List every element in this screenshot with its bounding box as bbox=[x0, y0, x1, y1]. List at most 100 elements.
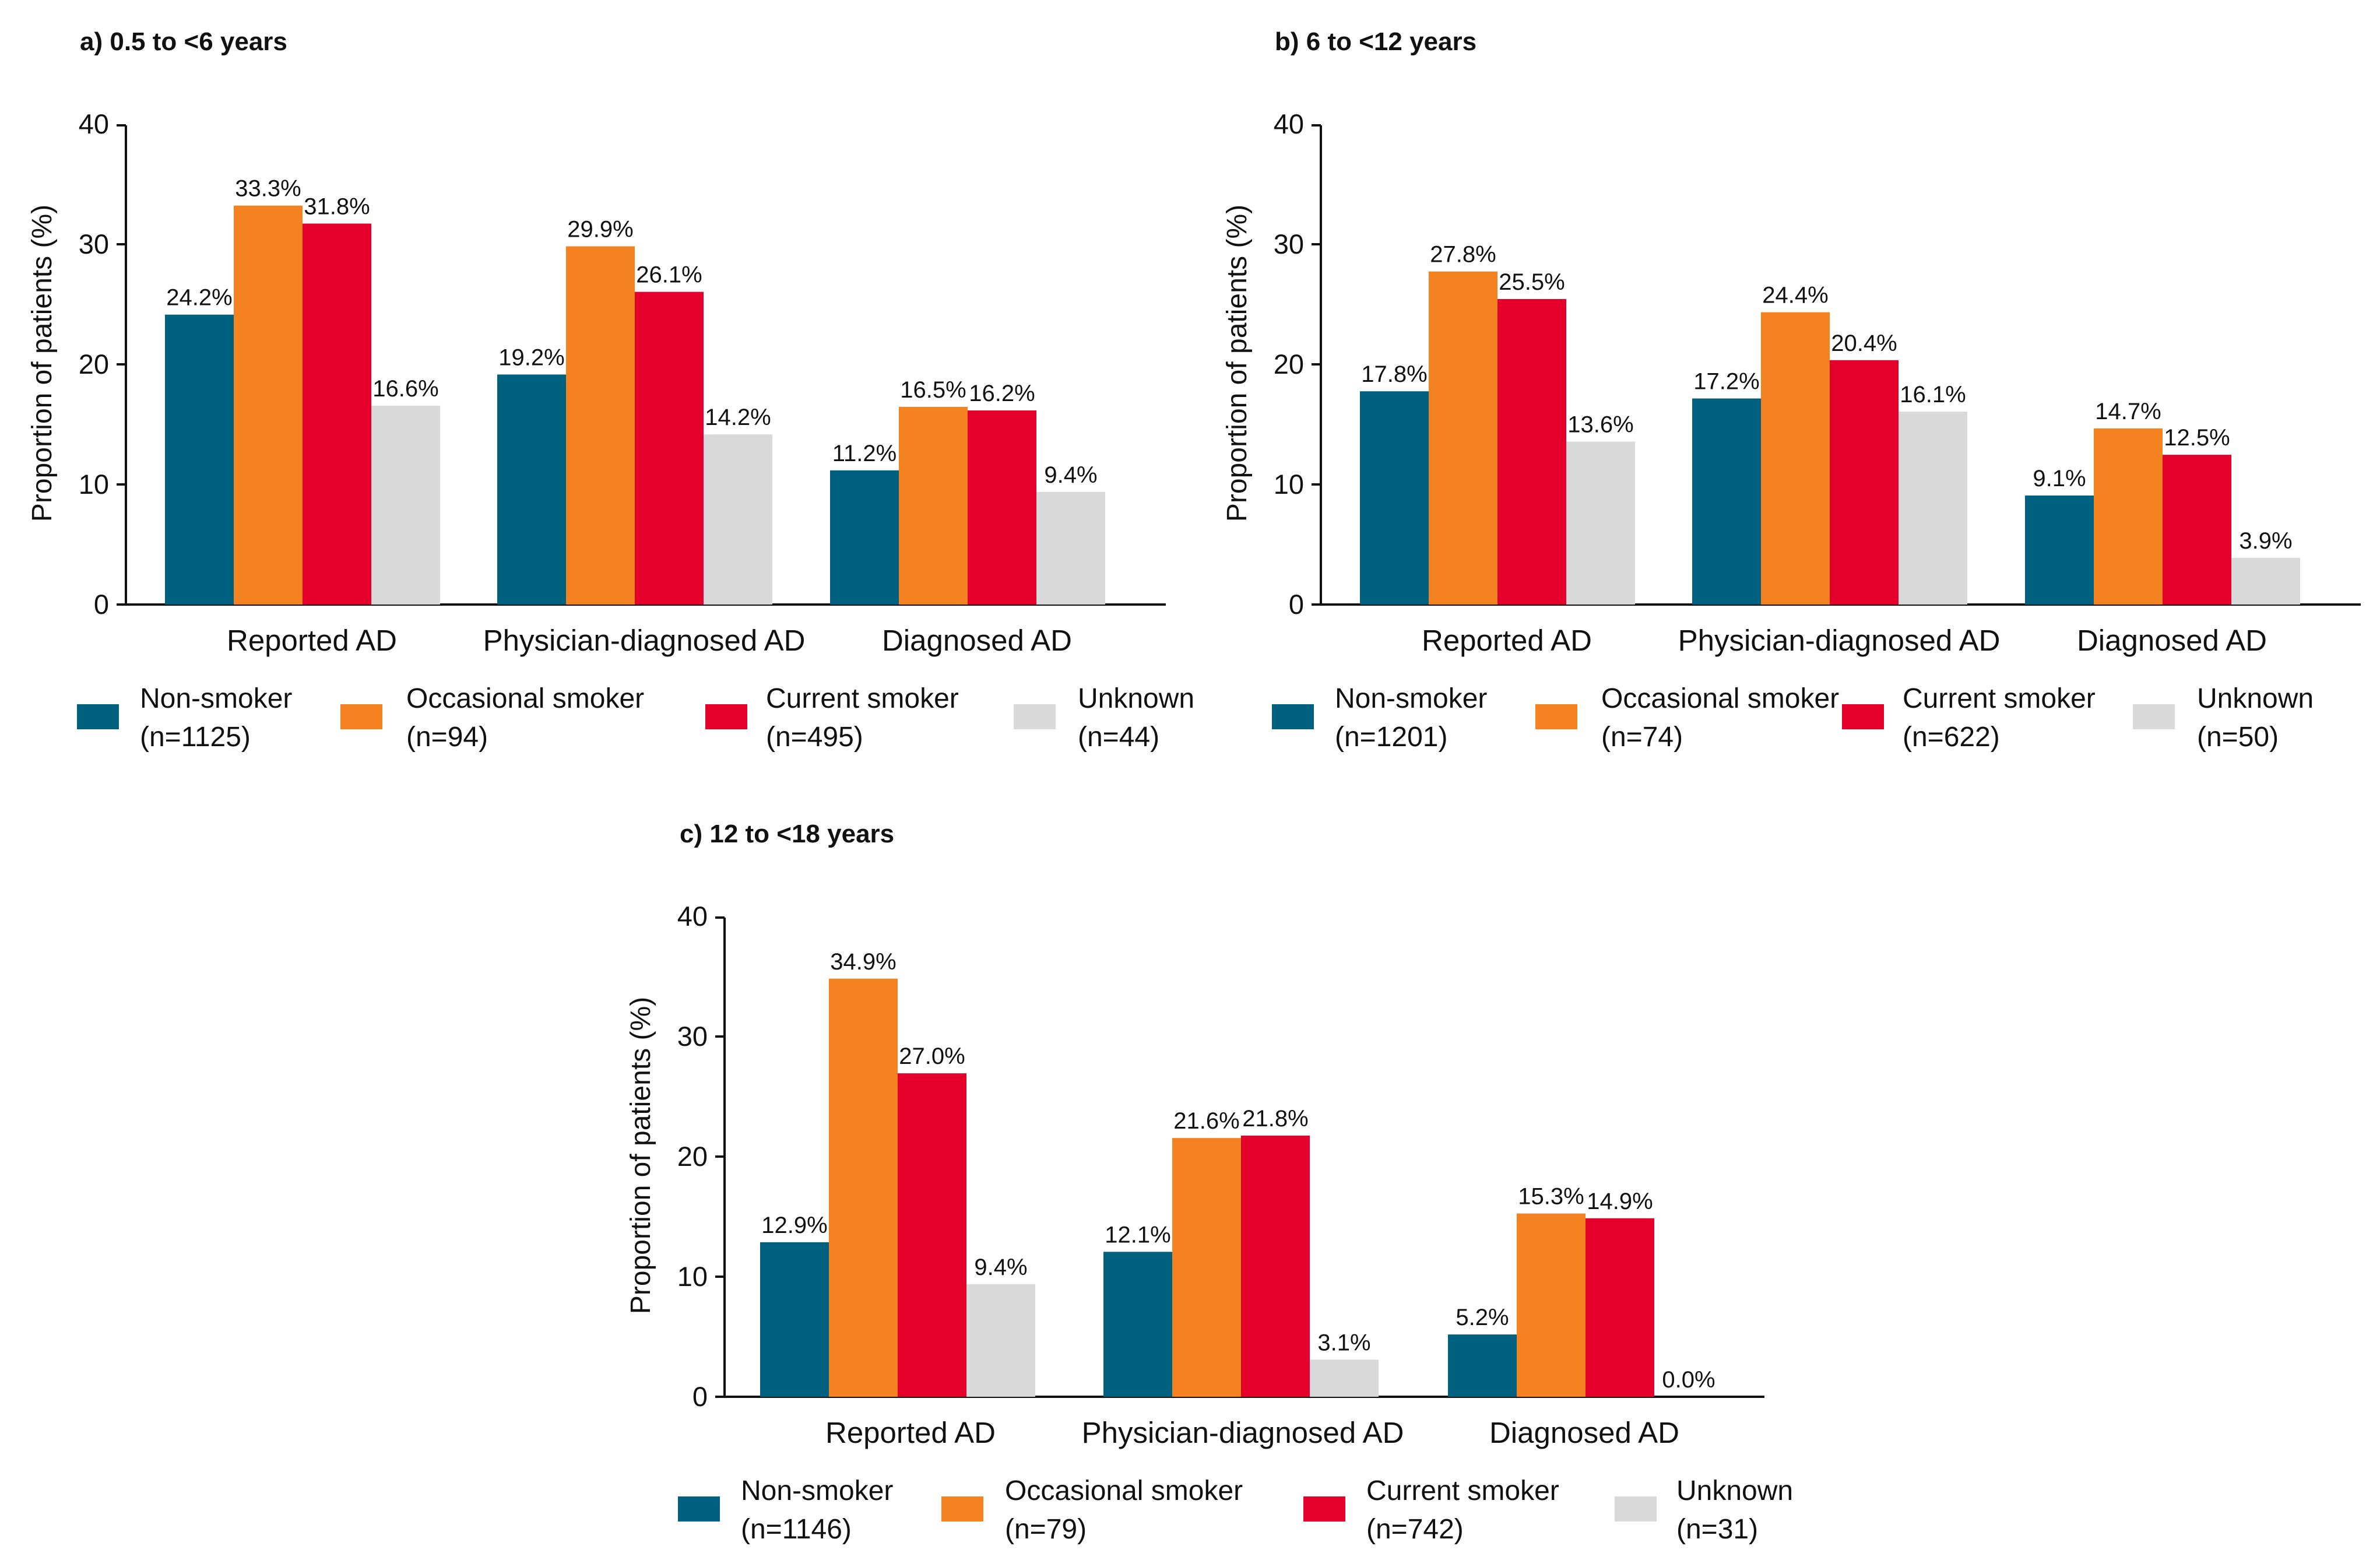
value-label-current-smoker-physician-diagnosed-ad: 26.1% bbox=[636, 262, 702, 288]
value-label-unknown-diagnosed-ad: 0.0% bbox=[1662, 1367, 1715, 1393]
bar-non-smoker-reported-ad bbox=[1360, 391, 1429, 605]
legend-label-unknown: Unknown bbox=[2197, 683, 2314, 714]
panel-b-category-label: Diagnosed AD bbox=[2077, 624, 2267, 657]
value-label-unknown-physician-diagnosed-ad: 16.1% bbox=[1900, 382, 1966, 407]
panel-a-chart: a) 0.5 to <6 years Proportion of patient… bbox=[27, 27, 1194, 753]
bar-occasional-smoker-reported-ad bbox=[1429, 271, 1497, 605]
legend-n-unknown: (n=44) bbox=[1078, 722, 1159, 753]
panel-b-category-label: Reported AD bbox=[1422, 624, 1592, 657]
bar-current-smoker-reported-ad bbox=[898, 1073, 966, 1397]
bar-unknown-reported-ad bbox=[371, 405, 440, 605]
value-label-occasional-smoker-diagnosed-ad: 15.3% bbox=[1518, 1184, 1584, 1210]
panel-c-category-label: Reported AD bbox=[825, 1416, 996, 1449]
value-label-unknown-physician-diagnosed-ad: 3.1% bbox=[1317, 1330, 1370, 1355]
panel-b-y-axis-label: Proportion of patients (%) bbox=[1222, 205, 1253, 522]
bar-unknown-diagnosed-ad bbox=[1036, 491, 1105, 605]
panel-b-title: b) 6 to <12 years bbox=[1275, 27, 1476, 56]
panel-a-title: a) 0.5 to <6 years bbox=[80, 27, 287, 56]
legend-n-non-smoker: (n=1146) bbox=[741, 1514, 852, 1545]
legend-label-current-smoker: Current smoker bbox=[1366, 1475, 1559, 1506]
legend-swatch-current-smoker bbox=[705, 704, 747, 729]
value-label-occasional-smoker-diagnosed-ad: 16.5% bbox=[900, 377, 966, 403]
panel-c-y-tick: 40 bbox=[677, 901, 708, 932]
bar-non-smoker-diagnosed-ad bbox=[1448, 1334, 1517, 1397]
value-label-non-smoker-reported-ad: 17.8% bbox=[1361, 361, 1427, 387]
bar-occasional-smoker-physician-diagnosed-ad bbox=[1761, 312, 1830, 605]
legend-label-unknown: Unknown bbox=[1676, 1475, 1793, 1506]
panel-a-category-label: Reported AD bbox=[227, 624, 397, 657]
legend-n-current-smoker: (n=622) bbox=[1903, 722, 2000, 753]
legend-label-non-smoker: Non-smoker bbox=[140, 683, 292, 714]
bar-unknown-physician-diagnosed-ad bbox=[1899, 412, 1967, 605]
value-label-current-smoker-reported-ad: 27.0% bbox=[899, 1043, 965, 1069]
value-label-unknown-physician-diagnosed-ad: 14.2% bbox=[705, 405, 771, 430]
legend-swatch-non-smoker bbox=[77, 704, 119, 729]
panel-a-legend: Non-smoker (n=1125) Occasional smoker (n… bbox=[77, 683, 1194, 753]
panel-c-category-label: Physician-diagnosed AD bbox=[1082, 1416, 1404, 1449]
value-label-current-smoker-diagnosed-ad: 14.9% bbox=[1587, 1189, 1653, 1214]
panel-b-legend: Non-smoker (n=1201) Occasional smoker (n… bbox=[1272, 683, 2314, 753]
value-label-occasional-smoker-reported-ad: 33.3% bbox=[235, 176, 301, 202]
legend-swatch-occasional-smoker bbox=[1535, 704, 1577, 729]
value-label-current-smoker-diagnosed-ad: 12.5% bbox=[2164, 425, 2230, 451]
legend-swatch-current-smoker bbox=[1303, 1496, 1345, 1522]
panel-c-legend: Non-smoker (n=1146) Occasional smoker (n… bbox=[678, 1475, 1793, 1545]
panel-c-y-tick: 20 bbox=[677, 1141, 708, 1172]
value-label-current-smoker-reported-ad: 25.5% bbox=[1499, 269, 1565, 295]
value-label-occasional-smoker-physician-diagnosed-ad: 24.4% bbox=[1762, 283, 1828, 308]
bar-occasional-smoker-physician-diagnosed-ad bbox=[1172, 1138, 1241, 1397]
legend-label-non-smoker: Non-smoker bbox=[1335, 683, 1487, 714]
bar-non-smoker-physician-diagnosed-ad bbox=[1103, 1252, 1172, 1397]
value-label-current-smoker-diagnosed-ad: 16.2% bbox=[969, 381, 1035, 406]
value-label-unknown-reported-ad: 9.4% bbox=[974, 1255, 1027, 1280]
panel-b-y-tick: 30 bbox=[1274, 229, 1304, 259]
value-label-occasional-smoker-physician-diagnosed-ad: 21.6% bbox=[1173, 1108, 1239, 1134]
legend-label-occasional-smoker: Occasional smoker bbox=[1005, 1475, 1243, 1506]
legend-swatch-non-smoker bbox=[678, 1496, 720, 1522]
legend-swatch-unknown bbox=[2133, 704, 2175, 729]
legend-label-non-smoker: Non-smoker bbox=[741, 1475, 893, 1506]
bar-unknown-reported-ad bbox=[1566, 441, 1635, 605]
bar-current-smoker-physician-diagnosed-ad bbox=[1830, 360, 1899, 605]
value-label-occasional-smoker-diagnosed-ad: 14.7% bbox=[2095, 399, 2161, 424]
bar-current-smoker-diagnosed-ad bbox=[968, 410, 1036, 605]
value-label-non-smoker-reported-ad: 12.9% bbox=[761, 1213, 827, 1238]
legend-swatch-occasional-smoker bbox=[941, 1496, 983, 1522]
legend-n-occasional-smoker: (n=79) bbox=[1005, 1514, 1087, 1545]
panel-c-y-tick: 0 bbox=[692, 1381, 708, 1412]
panel-a-y-tick: 40 bbox=[79, 108, 109, 139]
value-label-non-smoker-diagnosed-ad: 9.1% bbox=[2033, 466, 2086, 491]
panel-b-chart: b) 6 to <12 years Proportion of patients… bbox=[1222, 27, 2361, 753]
panel-a-category-labels: Reported AD Physician-diagnosed AD Diagn… bbox=[227, 624, 1072, 657]
legend-label-occasional-smoker: Occasional smoker bbox=[1601, 683, 1839, 714]
bar-non-smoker-physician-diagnosed-ad bbox=[497, 374, 566, 605]
legend-label-current-smoker: Current smoker bbox=[1903, 683, 2096, 714]
value-label-unknown-diagnosed-ad: 9.4% bbox=[1044, 462, 1097, 488]
bar-non-smoker-diagnosed-ad bbox=[830, 470, 899, 605]
panel-c-category-labels: Reported AD Physician-diagnosed AD Diagn… bbox=[825, 1416, 1679, 1449]
value-label-occasional-smoker-physician-diagnosed-ad: 29.9% bbox=[567, 217, 633, 243]
bar-unknown-reported-ad bbox=[966, 1284, 1035, 1397]
value-label-unknown-reported-ad: 16.6% bbox=[372, 376, 438, 402]
value-label-non-smoker-diagnosed-ad: 5.2% bbox=[1456, 1305, 1509, 1330]
bar-non-smoker-physician-diagnosed-ad bbox=[1692, 398, 1761, 605]
value-label-non-smoker-physician-diagnosed-ad: 19.2% bbox=[498, 345, 564, 370]
bar-occasional-smoker-diagnosed-ad bbox=[1517, 1213, 1586, 1397]
bar-occasional-smoker-diagnosed-ad bbox=[899, 406, 968, 605]
value-label-current-smoker-reported-ad: 31.8% bbox=[304, 194, 370, 220]
bar-unknown-physician-diagnosed-ad bbox=[1310, 1359, 1379, 1397]
panel-c-title: c) 12 to <18 years bbox=[680, 820, 894, 848]
panel-b-y-tick: 0 bbox=[1289, 589, 1304, 620]
panel-a-y-axis-label: Proportion of patients (%) bbox=[27, 205, 58, 522]
bar-current-smoker-reported-ad bbox=[303, 223, 371, 605]
value-label-unknown-diagnosed-ad: 3.9% bbox=[2239, 528, 2292, 554]
panel-b-y-ticks: 0 10 20 30 40 bbox=[1274, 108, 1304, 620]
panel-c-y-tick: 30 bbox=[677, 1021, 708, 1052]
legend-n-non-smoker: (n=1201) bbox=[1335, 722, 1447, 753]
panel-b-y-tick: 10 bbox=[1274, 469, 1304, 500]
panel-b-y-tick: 40 bbox=[1274, 108, 1304, 139]
legend-swatch-current-smoker bbox=[1842, 704, 1884, 729]
panel-b-bars: 17.8% 27.8%25.5% 13.6% 17.2% 24.4%20.4% 16.1%… bbox=[1360, 242, 2300, 605]
legend-label-unknown: Unknown bbox=[1078, 683, 1194, 714]
legend-n-current-smoker: (n=495) bbox=[766, 722, 863, 753]
